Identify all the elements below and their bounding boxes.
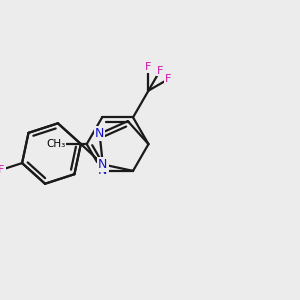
Text: CH₃: CH₃ [46, 139, 65, 149]
Text: F: F [145, 62, 152, 72]
Text: N: N [98, 158, 107, 171]
Text: F: F [0, 165, 5, 175]
Text: F: F [157, 65, 163, 76]
Text: N: N [95, 127, 104, 140]
Text: F: F [165, 74, 172, 84]
Text: N: N [98, 164, 107, 177]
